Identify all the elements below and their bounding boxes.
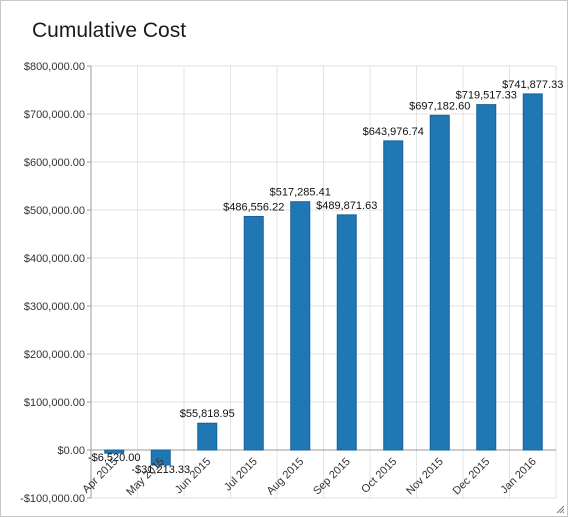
bar	[197, 422, 218, 451]
x-tick-label: Aug 2015	[265, 456, 307, 498]
y-tick-label: $700,000.00	[24, 109, 85, 121]
y-tick-label: $800,000.00	[24, 61, 85, 73]
bar	[383, 140, 404, 451]
y-tick-label: $100,000.00	[24, 397, 85, 409]
bar	[243, 215, 264, 451]
x-tick-label: Oct 2015	[359, 456, 399, 496]
bar	[150, 449, 171, 466]
x-tick-label: Nov 2015	[404, 456, 446, 498]
bar	[104, 449, 125, 454]
bar	[522, 93, 543, 451]
y-tick-label: -$100,000.00	[20, 493, 85, 505]
y-tick-label: $400,000.00	[24, 253, 85, 265]
x-tick-label: Dec 2015	[451, 456, 493, 498]
x-tick-label: Sep 2015	[311, 456, 353, 498]
bar	[290, 201, 311, 451]
data-label: $517,285.41	[270, 187, 331, 199]
resize-grip-icon[interactable]	[556, 505, 564, 513]
bar	[476, 104, 497, 451]
y-tick-label: $0.00	[57, 445, 85, 457]
x-tick-label: Jan 2016	[498, 456, 538, 496]
data-label: $741,877.33	[502, 79, 563, 91]
data-label: -$6,520.00	[88, 452, 141, 464]
y-tick-label: $600,000.00	[24, 157, 85, 169]
chart-title: Cumulative Cost	[32, 19, 187, 42]
bar	[429, 114, 450, 451]
data-label: $697,182.60	[409, 100, 470, 112]
y-tick-label: $500,000.00	[24, 205, 85, 217]
data-label: $55,818.95	[180, 408, 235, 420]
y-tick-label: $200,000.00	[24, 349, 85, 361]
data-label: $643,976.74	[363, 126, 424, 138]
data-label: $489,871.63	[316, 200, 377, 212]
y-tick-label: $300,000.00	[24, 301, 85, 313]
data-label: $486,556.22	[223, 201, 284, 213]
x-tick-label: Jul 2015	[222, 456, 260, 494]
data-label: -$31,213.33	[131, 464, 190, 476]
bar	[336, 214, 357, 451]
data-label: $719,517.33	[456, 90, 517, 102]
